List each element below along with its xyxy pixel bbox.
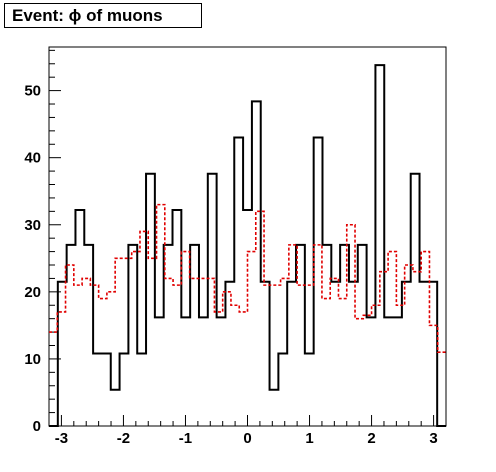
y-tick-label: 0 (33, 418, 41, 435)
chart-title: Event: ϕ of muons (4, 3, 202, 28)
x-tick-label: 0 (243, 430, 251, 447)
y-tick-label: 50 (24, 83, 41, 100)
x-tick-label: -2 (117, 430, 130, 447)
y-tick-label: 10 (24, 351, 41, 368)
x-tick-label: -1 (179, 430, 192, 447)
x-tick-label: 1 (305, 430, 313, 447)
histogram-series-1 (49, 64, 446, 427)
x-tick-label: 3 (429, 430, 437, 447)
y-tick-label: 20 (24, 284, 41, 301)
y-tick-label: 30 (24, 217, 41, 234)
x-tick-label: 2 (367, 430, 375, 447)
x-tick-label: -3 (55, 430, 68, 447)
series-layer (49, 64, 446, 427)
histogram-series-2 (49, 203, 446, 354)
y-tick-label: 40 (24, 150, 41, 167)
plot-frame (48, 46, 447, 427)
